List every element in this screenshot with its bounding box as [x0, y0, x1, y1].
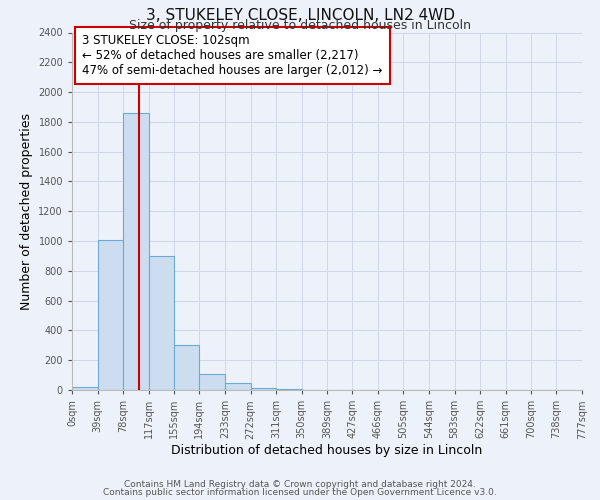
Text: Contains HM Land Registry data © Crown copyright and database right 2024.: Contains HM Land Registry data © Crown c… — [124, 480, 476, 489]
Text: Size of property relative to detached houses in Lincoln: Size of property relative to detached ho… — [129, 19, 471, 32]
Bar — [149, 256, 175, 390]
Text: 3 STUKELEY CLOSE: 102sqm
← 52% of detached houses are smaller (2,217)
47% of sem: 3 STUKELEY CLOSE: 102sqm ← 52% of detach… — [82, 34, 383, 78]
Bar — [251, 388, 276, 390]
Bar — [174, 346, 199, 390]
Bar — [72, 387, 98, 390]
Bar — [98, 240, 123, 390]
Text: 3, STUKELEY CLOSE, LINCOLN, LN2 4WD: 3, STUKELEY CLOSE, LINCOLN, LN2 4WD — [146, 8, 455, 22]
Bar — [199, 374, 225, 390]
Y-axis label: Number of detached properties: Number of detached properties — [20, 113, 32, 310]
Bar — [123, 113, 149, 390]
Bar — [225, 384, 251, 390]
X-axis label: Distribution of detached houses by size in Lincoln: Distribution of detached houses by size … — [172, 444, 482, 457]
Text: Contains public sector information licensed under the Open Government Licence v3: Contains public sector information licen… — [103, 488, 497, 497]
